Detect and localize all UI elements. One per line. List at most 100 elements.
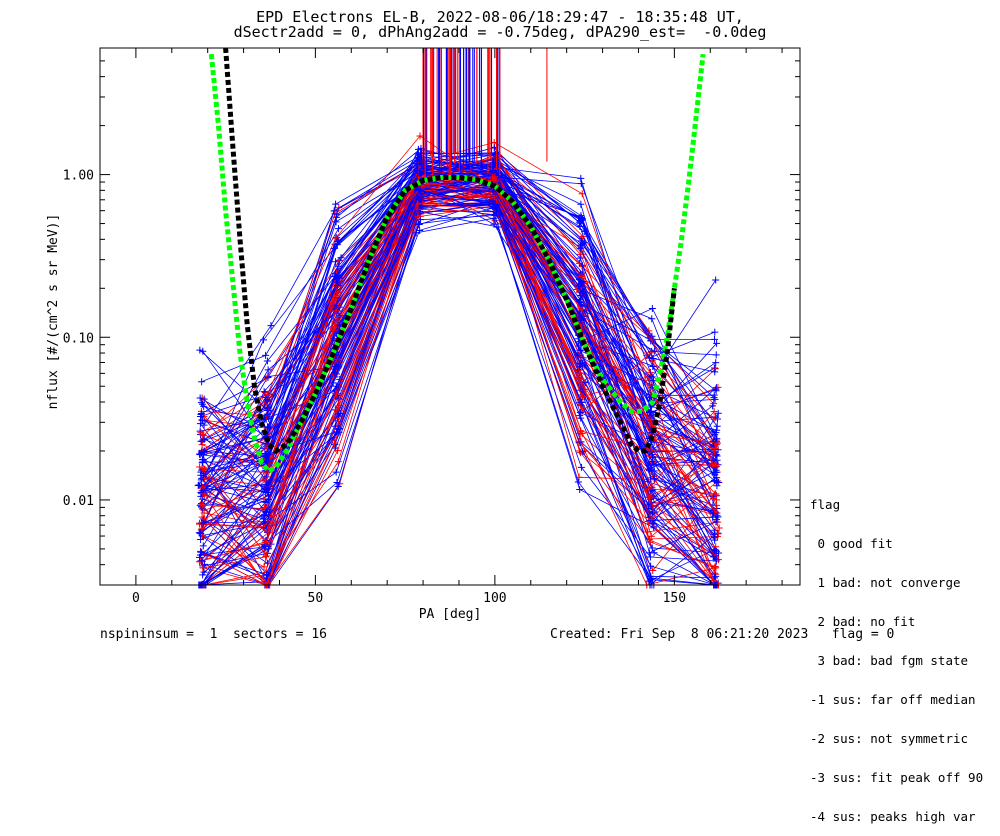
data-point [263,410,271,418]
data-point [331,362,339,370]
data-point [574,282,582,290]
data-point [334,262,342,270]
data-point [712,359,720,367]
data-point [649,566,657,574]
data-point [647,574,655,582]
legend-item: 2 bad: no fit [810,614,916,629]
data-point [711,328,719,336]
data-point [264,390,272,398]
data-point [715,524,723,532]
data-point [198,456,206,464]
data-point [414,212,422,220]
data-point [260,336,268,344]
chart-title-line2: dSectr2add = 0, dPhAng2add = -0.75deg, d… [233,23,767,41]
series-line [201,163,720,488]
data-point [333,210,341,218]
data-point [334,237,342,245]
series-line [204,168,717,586]
data-point [195,481,203,489]
series-line [201,205,716,585]
data-point [199,501,207,509]
data-point [196,394,204,402]
data-point [712,543,720,551]
data-point [709,577,717,585]
data-point [709,553,717,561]
data-point [712,276,720,284]
data-point [196,420,204,428]
data-point [713,496,721,504]
legend-item: 3 bad: bad fgm state [810,653,969,668]
data-point [711,563,719,571]
data-point [648,509,656,517]
series-line [203,208,719,586]
data-point [647,562,655,570]
legend-item: -1 sus: far off median [810,692,976,707]
data-point [710,468,718,476]
data-point [650,524,658,532]
data-point [709,402,717,410]
series-line [203,165,715,429]
data-point [415,221,423,229]
series-line [202,176,719,535]
series-line [199,213,715,586]
data-point [331,320,339,328]
data-point [578,272,586,280]
series-line [200,194,716,586]
data-point [197,399,205,407]
data-point [647,408,655,416]
data-point [264,373,272,381]
data-point [574,478,582,486]
legend-title: flag [810,497,841,512]
data-point [199,571,207,579]
data-point [200,560,208,568]
data-point [645,536,653,544]
data-point [332,307,340,315]
data-point [712,572,720,580]
data-point [649,363,657,371]
data-point [648,544,656,552]
data-point [574,351,582,359]
data-point [416,169,424,177]
data-point [710,335,718,343]
data-point [200,568,208,576]
data-point [577,427,585,435]
data-point [200,402,208,410]
data-point [577,200,585,208]
data-point [576,412,584,420]
data-point [332,428,340,436]
data-point [577,213,585,221]
x-tick-label: 100 [483,591,506,606]
data-point [712,490,720,498]
data-point [713,482,721,490]
data-point [712,385,720,393]
data-point [198,378,206,386]
x-axis-label: PA [deg] [419,607,482,622]
data-point [712,478,720,486]
data-point [260,563,268,571]
data-point [574,342,582,350]
data-point [575,218,583,226]
data-point [710,564,718,572]
data-point [644,501,652,509]
chart-title-line1: EPD Electrons EL-B, 2022-08-06/18:29:47 … [256,8,744,26]
y-tick-label: 0.01 [63,494,94,509]
data-point [713,513,721,521]
data-point [331,439,339,447]
data-point [711,395,719,403]
data-point [334,225,342,233]
data-point [263,571,271,579]
data-point [332,468,340,476]
data-point [576,485,584,493]
data-point [332,258,340,266]
series-line [198,190,717,586]
data-point [710,394,718,402]
data-point [265,495,273,503]
data-point [578,190,586,198]
data-point [712,518,720,526]
data-point [260,515,268,523]
data-point [577,398,585,406]
data-point [578,237,586,245]
series-line [201,172,716,476]
data-point [334,483,342,491]
series-line [200,163,716,493]
